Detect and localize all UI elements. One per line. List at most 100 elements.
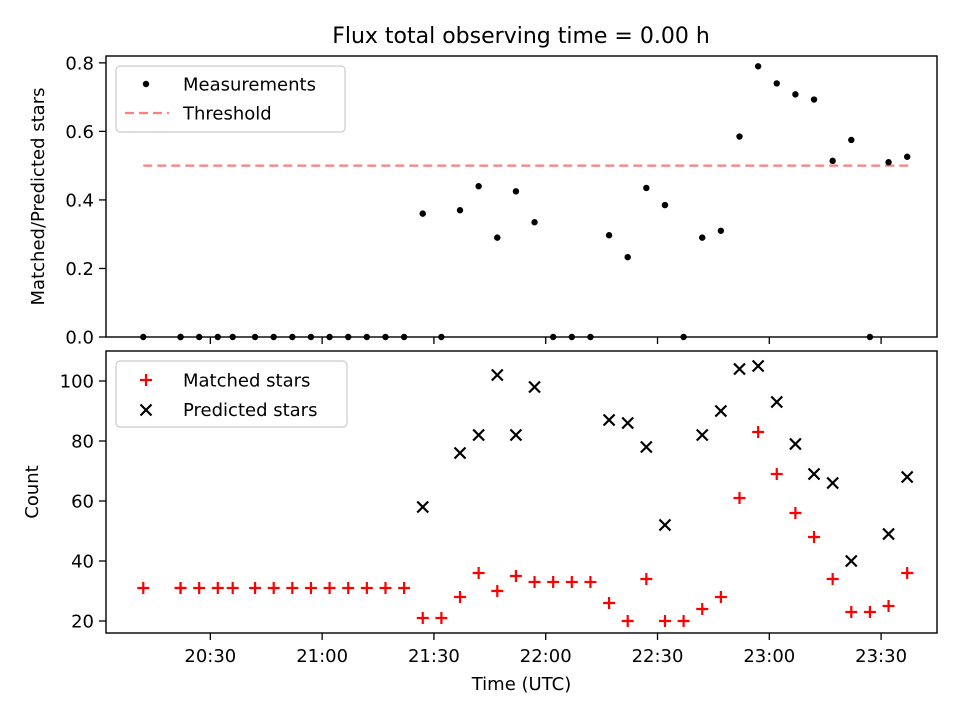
measurement-point bbox=[699, 234, 706, 241]
matched-stars-point bbox=[658, 615, 671, 627]
y-tick-label: 40 bbox=[71, 552, 94, 573]
legend-threshold-label: Threshold bbox=[182, 104, 272, 125]
matched-stars-point bbox=[211, 582, 224, 594]
matched-stars-point bbox=[342, 582, 355, 594]
count-panel-frame bbox=[105, 350, 938, 634]
matched-stars-point bbox=[752, 426, 765, 438]
matched-stars-point bbox=[547, 576, 560, 588]
x-tick-label: 21:00 bbox=[296, 646, 348, 667]
measurement-point bbox=[792, 91, 799, 98]
y-tick-label: 0.2 bbox=[65, 259, 94, 280]
legend-box bbox=[115, 65, 346, 133]
matched-stars-point bbox=[509, 570, 522, 582]
y-axis-label: Count bbox=[22, 465, 43, 518]
matched-stars-point bbox=[808, 531, 821, 543]
chart-title: Flux total observing time = 0.00 h bbox=[332, 24, 710, 49]
legend-matched-label: Matched stars bbox=[183, 371, 310, 392]
predicted-stars-point bbox=[509, 428, 523, 442]
predicted-stars-point bbox=[640, 440, 653, 454]
measurement-point bbox=[624, 253, 631, 261]
predicted-stars-point bbox=[416, 500, 430, 514]
measurement-point bbox=[605, 232, 613, 239]
matched-stars-point bbox=[174, 582, 187, 594]
predicted-stars-point bbox=[807, 467, 821, 481]
x-tick-label: 22:00 bbox=[520, 646, 572, 667]
legend-box bbox=[115, 360, 348, 428]
matched-stars-point bbox=[770, 468, 783, 480]
matched-stars-point bbox=[249, 582, 262, 594]
measurement-point bbox=[475, 183, 482, 190]
measurement-point bbox=[885, 159, 892, 166]
predicted-stars-point bbox=[900, 470, 914, 484]
measurement-point bbox=[848, 136, 855, 144]
predicted-stars-point bbox=[845, 554, 858, 568]
x-tick-label: 20:30 bbox=[184, 646, 236, 667]
measurement-point bbox=[494, 234, 501, 241]
y-tick-label: 100 bbox=[60, 372, 94, 393]
ratio-legend: Measurements Threshold bbox=[115, 65, 346, 133]
measurement-point bbox=[903, 153, 911, 160]
x-axis-label: Time (UTC) bbox=[471, 674, 572, 695]
x-tick-label: 21:30 bbox=[408, 646, 460, 667]
predicted-stars-point bbox=[491, 368, 504, 382]
matched-stars-point bbox=[863, 606, 876, 618]
y-tick-label: 60 bbox=[71, 492, 94, 513]
y-tick-label: 20 bbox=[71, 612, 94, 633]
predicted-stars-point bbox=[770, 395, 784, 409]
legend-predicted-label: Predicted stars bbox=[183, 400, 317, 421]
count-legend: Matched stars Predicted stars bbox=[115, 360, 348, 428]
measurement-point bbox=[661, 201, 669, 209]
matched-stars-point bbox=[286, 582, 299, 594]
predicted-stars-point bbox=[472, 428, 485, 442]
predicted-stars-point bbox=[453, 446, 467, 460]
ratio-panel-frame bbox=[105, 55, 938, 338]
matched-stars-point bbox=[882, 600, 895, 612]
predicted-stars-point bbox=[714, 404, 728, 418]
measurement-point bbox=[512, 188, 520, 195]
count-panel: 20 40 60 80 100 Count 20:30 21:00 21:30 22:00 22:3… bbox=[22, 350, 938, 695]
matched-stars-point bbox=[677, 615, 690, 627]
measurement-point bbox=[419, 210, 426, 217]
matched-stars-point bbox=[304, 582, 317, 594]
matched-stars-point bbox=[733, 492, 746, 504]
predicted-stars-point bbox=[602, 413, 616, 427]
x-tick-label: 22:30 bbox=[632, 646, 684, 667]
predicted-stars-point bbox=[751, 359, 765, 373]
matched-stars-point bbox=[621, 615, 634, 627]
matched-stars-point bbox=[137, 582, 150, 594]
predicted-stars-point bbox=[528, 380, 541, 394]
measurement-point bbox=[829, 157, 836, 165]
measurement-point bbox=[717, 227, 725, 234]
measurement-point bbox=[456, 207, 464, 214]
x-tick-label: 23:00 bbox=[743, 646, 795, 667]
measurement-point bbox=[773, 80, 780, 87]
predicted-stars-point bbox=[658, 518, 672, 532]
matched-stars-point bbox=[435, 612, 448, 624]
y-tick-label: 80 bbox=[71, 432, 94, 453]
matched-stars-point bbox=[584, 576, 597, 588]
matched-stars-point bbox=[193, 582, 206, 594]
matched-stars-point bbox=[416, 612, 429, 624]
predicted-stars-point bbox=[789, 437, 802, 451]
y-tick-label: 0.6 bbox=[65, 122, 94, 143]
y-axis-label: Matched/Predicted stars bbox=[28, 88, 49, 306]
matched-stars-point bbox=[226, 582, 239, 594]
matched-stars-point bbox=[491, 585, 504, 597]
matched-stars-point bbox=[140, 374, 152, 386]
matched-stars-point bbox=[323, 582, 336, 594]
predicted-stars-point bbox=[882, 527, 895, 541]
matched-stars-point bbox=[379, 582, 392, 594]
matched-stars-point bbox=[714, 591, 727, 603]
measurement-point bbox=[643, 184, 650, 192]
matched-stars-point bbox=[472, 567, 485, 579]
matched-stars-point bbox=[696, 603, 709, 615]
matched-stars-point bbox=[640, 573, 653, 585]
predicted-stars-point bbox=[139, 403, 153, 417]
matched-stars-point bbox=[267, 582, 280, 594]
y-tick-label: 0.4 bbox=[65, 190, 94, 211]
predicted-stars-point bbox=[621, 416, 634, 430]
matched-stars-point bbox=[845, 606, 858, 618]
y-tick-label: 0.0 bbox=[65, 328, 94, 349]
predicted-stars-point bbox=[695, 428, 709, 442]
